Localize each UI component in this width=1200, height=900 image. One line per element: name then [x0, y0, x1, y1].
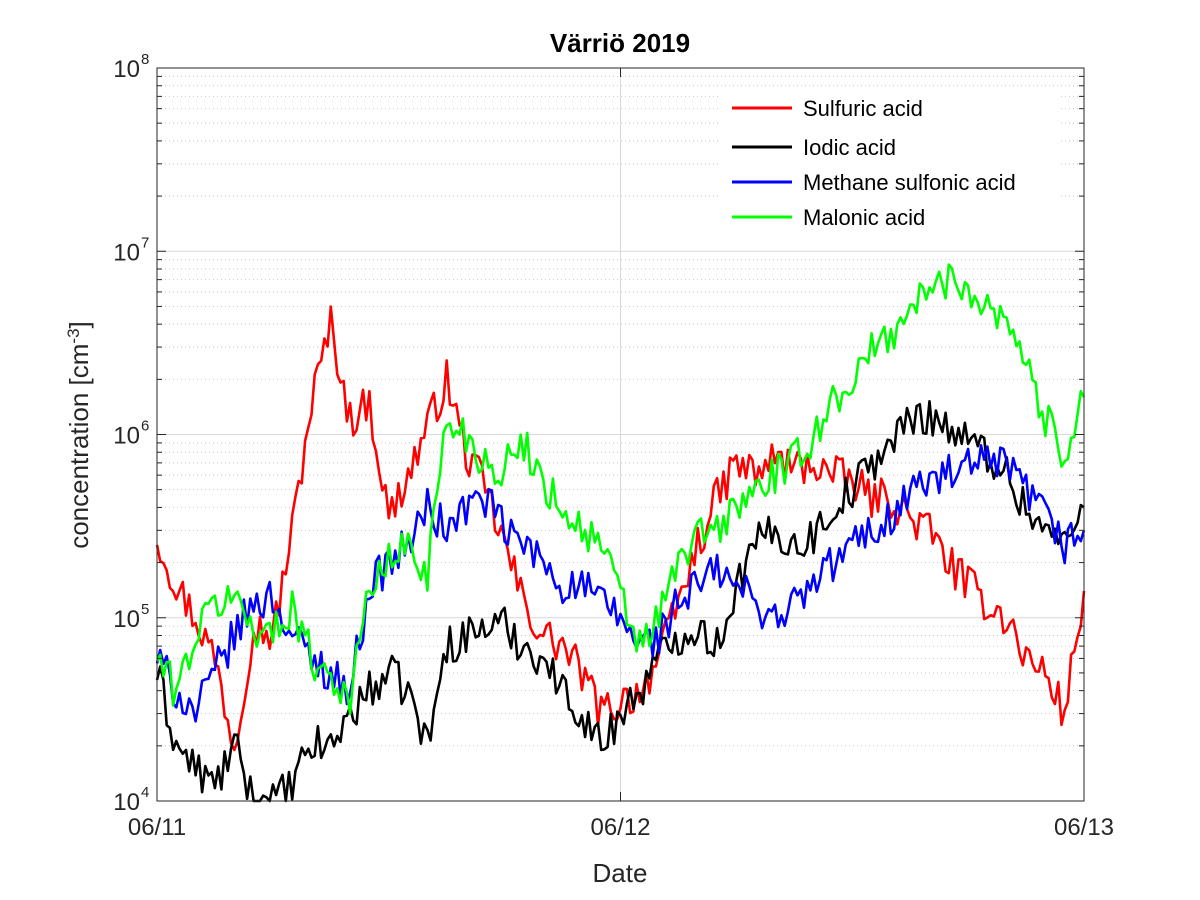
y-tick-base: 10 — [113, 239, 140, 266]
series-line-sulfuric-acid — [155, 305, 1086, 752]
y-tick-exponent: 4 — [141, 784, 149, 801]
y-tick-label: 10 5 — [113, 601, 149, 633]
legend: Sulfuric acid Iodic acid Methane sulfoni… — [720, 90, 1060, 240]
y-tick-label: 10 6 — [113, 418, 149, 450]
x-tick-label: 06/11 — [128, 814, 186, 841]
legend-label-sulfuric-acid: Sulfuric acid — [803, 96, 923, 121]
y-axis-title-main: concentration [cm — [64, 344, 94, 549]
y-axis-title-exponent: -3 — [64, 328, 83, 343]
x-tick-label: 06/13 — [1054, 814, 1114, 841]
y-axis-title-suffix: ] — [64, 321, 94, 328]
y-tick-exponent: 5 — [141, 601, 149, 618]
y-tick-exponent: 7 — [141, 234, 149, 251]
y-tick-label: 10 4 — [113, 784, 149, 816]
legend-label-iodic-acid: Iodic acid — [803, 135, 896, 160]
legend-box — [720, 90, 1060, 240]
y-axis-title: concentration [cm-3] — [64, 321, 95, 549]
series-line-iodic-acid — [155, 400, 1085, 803]
y-tick-exponent: 8 — [141, 51, 149, 68]
tick-marks — [156, 67, 1085, 802]
y-tick-base: 10 — [113, 56, 140, 83]
y-tick-label: 10 7 — [113, 234, 149, 266]
y-tick-exponent: 6 — [141, 418, 149, 435]
data-series — [155, 263, 1086, 803]
legend-label-methane-sulfonic-acid: Methane sulfonic acid — [803, 170, 1016, 195]
legend-label-malonic-acid: Malonic acid — [803, 205, 925, 230]
x-tick-labels: 06/11 06/12 06/13 — [128, 814, 1114, 841]
y-tick-base: 10 — [113, 423, 140, 450]
series-line-malonic-acid — [155, 263, 1086, 715]
y-tick-base: 10 — [113, 789, 140, 816]
y-axis-title-group: concentration [cm-3] — [64, 321, 95, 549]
x-axis-title: Date — [593, 858, 648, 888]
x-tick-label: 06/12 — [590, 814, 650, 841]
chart-title: Värriö 2019 — [550, 28, 690, 58]
y-tick-base: 10 — [113, 606, 140, 633]
y-tick-label: 10 8 — [113, 51, 149, 83]
